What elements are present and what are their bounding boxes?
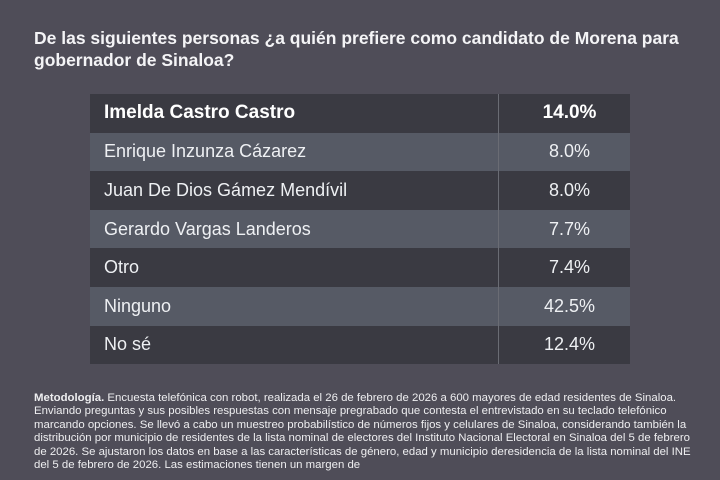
candidate-percent: 8.0% [498, 171, 630, 210]
candidate-name: No sé [90, 325, 499, 365]
candidate-percent: 14.0% [498, 94, 630, 133]
table-row: Otro 7.4% [90, 248, 630, 287]
candidate-name: Gerardo Vargas Landeros [90, 209, 499, 249]
methodology-note: Metodología. Encuesta telefónica con rob… [34, 392, 704, 472]
candidate-percent: 12.4% [498, 325, 630, 365]
methodology-label: Metodología. [34, 392, 105, 404]
results-table: Imelda Castro Castro 14.0% Enrique Inzunz… [90, 94, 630, 365]
candidate-name: Juan De Dios Gámez Mendívil [90, 171, 499, 210]
candidate-name: Otro [90, 248, 499, 287]
candidate-percent: 7.7% [498, 209, 630, 249]
methodology-text: Encuesta telefónica con robot, realizada… [34, 392, 691, 472]
candidate-name: Enrique Inzunza Cázarez [90, 132, 499, 172]
candidate-percent: 8.0% [498, 132, 630, 172]
table-row: Juan De Dios Gámez Mendívil 8.0% [90, 171, 630, 210]
table-row: Enrique Inzunza Cázarez 8.0% [90, 132, 630, 172]
table-row: No sé 12.4% [90, 325, 630, 365]
table-row: Ninguno 42.5% [90, 286, 630, 326]
candidate-name: Imelda Castro Castro [90, 94, 499, 133]
candidate-percent: 7.4% [498, 248, 630, 287]
table-row: Imelda Castro Castro 14.0% [90, 94, 630, 133]
candidate-name: Ninguno [90, 286, 499, 326]
table-row: Gerardo Vargas Landeros 7.7% [90, 209, 630, 249]
candidate-percent: 42.5% [498, 286, 630, 326]
survey-question: De las siguientes personas ¿a quién pref… [34, 28, 679, 70]
